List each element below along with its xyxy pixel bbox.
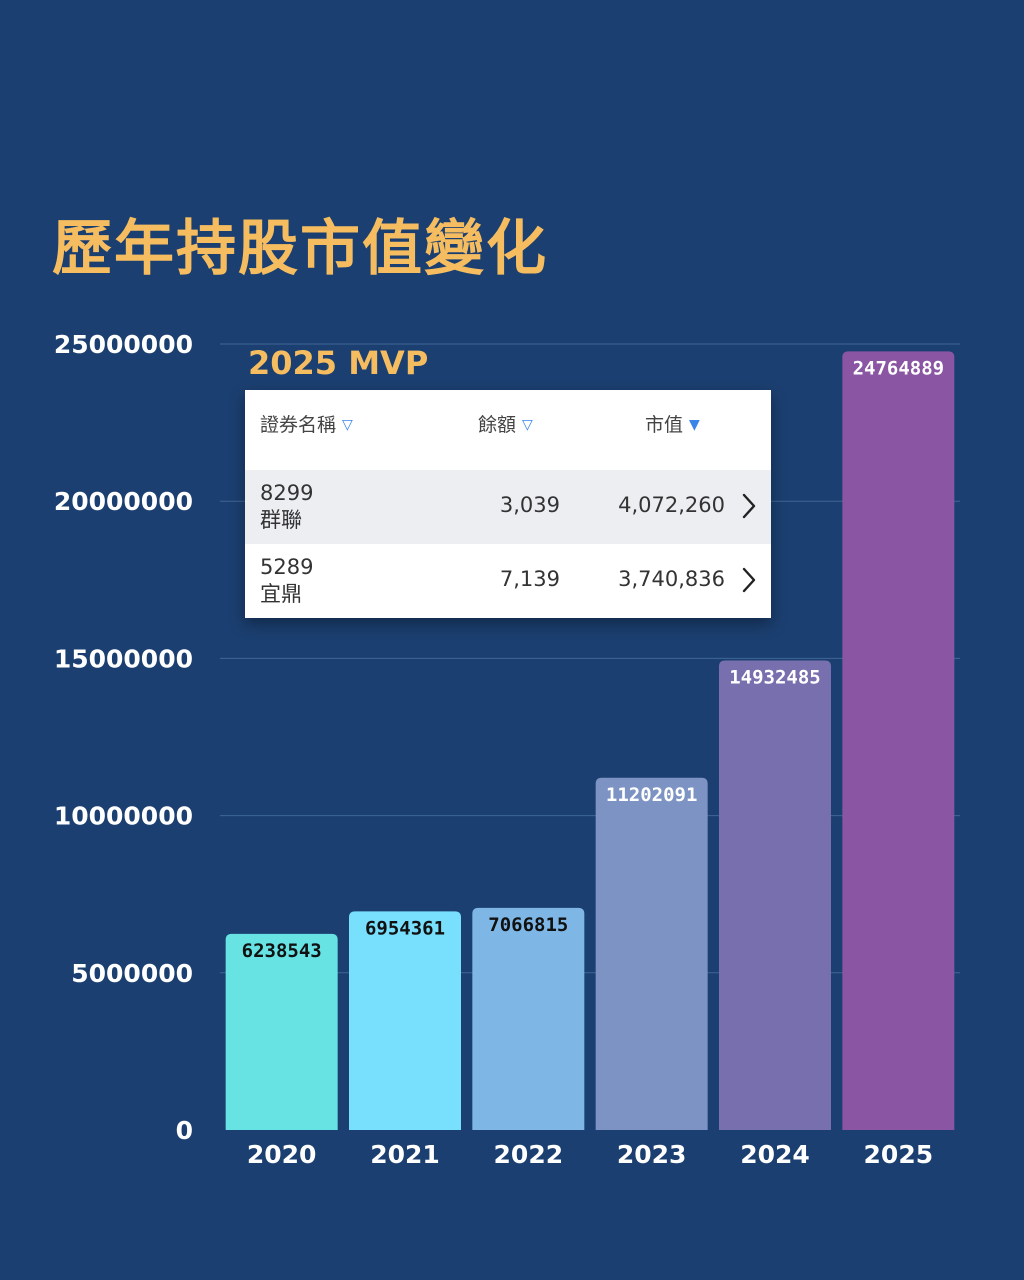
- bar-2023: [595, 777, 708, 1130]
- security-cell: 5289 宜鼎: [260, 554, 313, 608]
- header-balance-label: 餘額: [478, 414, 517, 436]
- balance-value: 3,039: [499, 493, 560, 517]
- chevron-right-icon[interactable]: [741, 492, 757, 520]
- y-tick-label: 5000000: [71, 959, 193, 988]
- page-title: 歷年持股市值變化: [52, 214, 548, 284]
- data-label-2024: 14932485: [729, 667, 821, 689]
- triangle-outline-icon: ▽: [342, 417, 353, 433]
- bar-2022: [472, 907, 585, 1130]
- data-label-2021: 6954361: [365, 917, 445, 939]
- market-value: 4,072,260: [618, 493, 725, 517]
- bar-2025: [842, 351, 955, 1131]
- table-row[interactable]: 5289 宜鼎 7,139 3,740,836: [245, 544, 771, 618]
- data-label-2020: 6238543: [242, 940, 322, 962]
- triangle-outline-icon: ▽: [522, 417, 533, 433]
- y-tick-label: 10000000: [54, 802, 193, 831]
- security-code: 8299: [260, 481, 314, 505]
- x-tick-label: 2022: [494, 1140, 564, 1169]
- mvp-table-header: 證券名稱 ▽ 餘額 ▽ 市值 ▼: [245, 390, 771, 470]
- triangle-filled-icon: ▼: [689, 417, 700, 433]
- header-security-name[interactable]: 證券名稱 ▽: [260, 410, 353, 437]
- chevron-right-icon[interactable]: [741, 566, 757, 594]
- security-code: 5289: [260, 555, 314, 579]
- header-balance[interactable]: 餘額 ▽: [478, 410, 533, 437]
- y-tick-label: 15000000: [54, 644, 193, 673]
- data-label-2022: 7066815: [488, 914, 568, 936]
- security-name: 群聯: [260, 508, 302, 532]
- bar-2020: [225, 933, 338, 1130]
- bar-2024: [719, 660, 831, 1130]
- y-tick-label: 25000000: [54, 330, 193, 359]
- table-row[interactable]: 8299 群聯 3,039 4,072,260: [245, 470, 771, 544]
- y-tick-label: 20000000: [54, 487, 193, 516]
- x-tick-label: 2020: [247, 1140, 317, 1169]
- x-tick-label: 2023: [617, 1140, 687, 1169]
- x-tick-label: 2024: [740, 1140, 810, 1169]
- x-tick-label: 2025: [864, 1140, 934, 1169]
- security-name: 宜鼎: [260, 582, 302, 606]
- header-security-name-label: 證券名稱: [260, 414, 337, 436]
- x-tick-label: 2021: [370, 1140, 440, 1169]
- y-tick-label: 0: [176, 1116, 193, 1145]
- data-label-2023: 11202091: [606, 784, 698, 806]
- security-cell: 8299 群聯: [260, 480, 313, 534]
- bar-2021: [349, 911, 461, 1130]
- market-value: 3,740,836: [618, 567, 725, 591]
- header-market-value-label: 市值: [645, 414, 684, 436]
- mvp-title: 2025 MVP: [248, 344, 429, 382]
- balance-value: 7,139: [499, 567, 560, 591]
- mvp-table: 證券名稱 ▽ 餘額 ▽ 市值 ▼ 8299 群聯 3,039 4,072,260 52…: [245, 390, 771, 618]
- header-market-value[interactable]: 市值 ▼: [645, 410, 700, 437]
- data-label-2025: 24764889: [853, 357, 945, 379]
